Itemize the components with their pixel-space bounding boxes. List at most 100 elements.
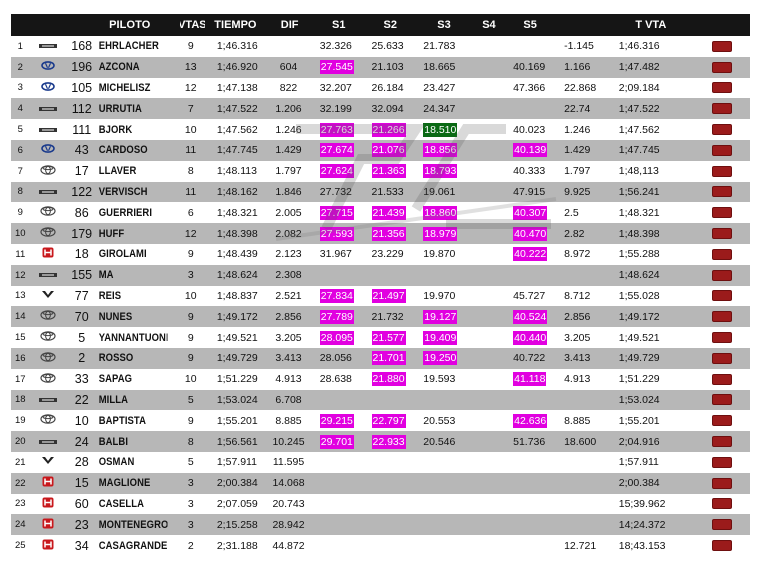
row-detail-button[interactable] <box>711 373 732 385</box>
cell-dif: 1.206 <box>265 98 312 119</box>
row-detail-button[interactable] <box>711 332 732 344</box>
table-row: 22 15 MAGLIONE 3 2;00.384 14.068 2;00.384 <box>11 472 750 494</box>
cell-s4 <box>472 182 506 203</box>
cell-s5-value: 45.727 <box>513 289 546 302</box>
cell-s2: 21.577 <box>364 327 416 348</box>
cell-s3: 19.870 <box>415 244 471 265</box>
cell-driver-value: BJORK <box>98 123 132 136</box>
row-detail-button[interactable] <box>711 456 732 468</box>
cell-lap-time: 1;47.745 <box>609 140 693 161</box>
cell-s5: 40.440 <box>505 327 554 348</box>
row-detail-button[interactable] <box>711 207 732 219</box>
cell-laps: 5 <box>179 390 203 411</box>
row-detail-button[interactable] <box>711 40 732 52</box>
cell-position: 23 <box>11 494 30 515</box>
cell-position-value: 6 <box>17 144 23 156</box>
cell-s1-value: 27.674 <box>319 143 354 158</box>
cell-laps-value: 12 <box>184 227 197 240</box>
cell-laps-value: 8 <box>187 165 194 178</box>
cell-driver-value: REIS <box>98 289 121 302</box>
cell-driver: BJORK <box>97 119 168 140</box>
cell-lap-time-value: 1;47.482 <box>618 61 660 74</box>
cell-lap-time: 1;48.321 <box>609 202 693 223</box>
cell-lap-time-value: 1;49.521 <box>618 331 660 344</box>
cell-s2: 21.497 <box>364 286 416 307</box>
header-logo <box>30 14 67 36</box>
cell-time: 1;48.837 <box>203 286 265 307</box>
cell-time: 1;48.398 <box>203 223 265 244</box>
cell-lap-delta: 3.413 <box>554 348 609 369</box>
cell-position: 21 <box>11 452 30 473</box>
cell-car-number: 155 <box>67 265 97 286</box>
row-detail-button[interactable] <box>711 165 732 177</box>
row-detail-button[interactable] <box>711 352 732 364</box>
cell-time: 1;47.522 <box>203 98 265 119</box>
cell-dif-value: 1.246 <box>275 123 302 136</box>
cell-position: 16 <box>11 348 30 369</box>
row-detail-button[interactable] <box>711 186 732 198</box>
brand-cell <box>30 78 67 99</box>
cell-s2: 21.439 <box>364 202 416 223</box>
row-detail-button[interactable] <box>711 540 732 552</box>
row-detail-button[interactable] <box>711 394 732 406</box>
cell-car-number-value: 28 <box>74 455 89 470</box>
brand-cell <box>30 286 67 307</box>
honda-logo-icon <box>42 539 54 553</box>
cell-s4 <box>472 57 506 78</box>
cell-s2-value: 32.094 <box>371 102 404 115</box>
cell-driver: CASAGRANDE <box>97 535 168 556</box>
cell-position: 4 <box>11 98 30 119</box>
row-detail-button[interactable] <box>711 144 732 156</box>
cell-time-value: 1;57.911 <box>216 456 257 469</box>
row-detail-button[interactable] <box>711 436 732 448</box>
row-detail-button[interactable] <box>711 290 732 302</box>
row-detail-button[interactable] <box>711 311 732 323</box>
cell-lap-delta-value: -1.145 <box>564 40 594 53</box>
cell-s5 <box>505 535 554 556</box>
cell-s5: 40.470 <box>505 223 554 244</box>
cell-s3-value: 19.127 <box>423 309 458 324</box>
cell-s5-value: 40.023 <box>513 123 546 136</box>
cell-car-number-value: 22 <box>74 392 89 407</box>
cell-s3-value: 18.510 <box>423 122 458 137</box>
cell-dif-value: 2.308 <box>275 269 302 282</box>
cell-s1-value: 27.715 <box>319 205 354 220</box>
row-detail-button[interactable] <box>711 498 732 510</box>
row-detail-button[interactable] <box>711 477 732 489</box>
cell-laps-value: 5 <box>187 456 194 469</box>
honda-logo-icon <box>42 497 54 511</box>
cell-s5 <box>505 473 554 494</box>
row-detail-button[interactable] <box>711 124 732 136</box>
row-detail-button[interactable] <box>711 248 732 260</box>
cell-dif: 2.082 <box>265 223 312 244</box>
cell-s2: 21.076 <box>364 140 416 161</box>
cell-s3 <box>415 390 471 411</box>
cell-time-value: 1;48.439 <box>216 248 258 261</box>
cell-lap-time-value: 1;48.624 <box>618 269 660 282</box>
cell-s1: 29.701 <box>312 431 364 452</box>
cell-time-value: 1;49.521 <box>216 331 258 344</box>
cell-s2-value: 21.497 <box>371 288 406 303</box>
cell-s2-value: 21.701 <box>371 351 406 366</box>
row-detail-button[interactable] <box>711 519 732 531</box>
clipped-summary-strip <box>0 0 760 6</box>
brand-cell <box>30 431 67 452</box>
cell-laps: 2 <box>179 535 203 556</box>
row-detail-button[interactable] <box>711 82 732 94</box>
row-detail-button[interactable] <box>711 61 732 73</box>
cell-driver-value: MONTENEGRO <box>98 518 168 531</box>
cell-driver-value: BAPTISTA <box>98 414 146 427</box>
row-detail-button[interactable] <box>711 103 732 115</box>
row-detail-button[interactable] <box>711 228 732 240</box>
cell-s2 <box>364 390 416 411</box>
cell-s5: 40.023 <box>505 119 554 140</box>
cell-lap-time-value: 1;47.745 <box>618 144 660 157</box>
cell-s3: 18.510 <box>415 119 471 140</box>
row-detail-button[interactable] <box>711 269 732 281</box>
cell-position-value: 9 <box>17 207 23 219</box>
row-detail-button[interactable] <box>711 415 732 427</box>
cell-s5: 40.139 <box>505 140 554 161</box>
cell-s1 <box>312 452 364 473</box>
cell-laps: 3 <box>179 514 203 535</box>
cell-driver-value: URRUTIA <box>98 102 142 115</box>
